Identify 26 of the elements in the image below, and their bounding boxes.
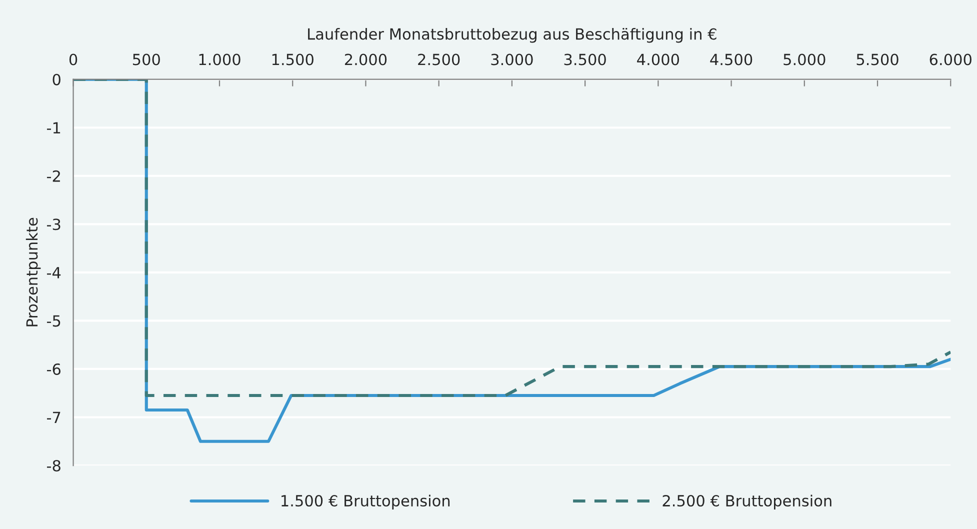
x-tick-label: 3.500 — [564, 54, 606, 66]
y-tick-label: -6 — [46, 363, 61, 375]
x-tick-label: 2.000 — [344, 54, 387, 66]
x-tick-label: 4.000 — [637, 54, 680, 66]
x-axis-title: Laufender Monatsbruttobezug aus Beschäftigung in € — [308, 28, 716, 43]
y-tick-label: -5 — [46, 315, 60, 327]
x-tick-label: 2.500 — [418, 54, 460, 66]
x-tick-label: 1.000 — [199, 54, 240, 66]
x-tick-label: 1.500 — [272, 54, 314, 66]
y-tick-label: 0 — [52, 74, 60, 86]
x-tick-label: 0 — [69, 54, 78, 66]
x-tick-label: 500 — [132, 54, 160, 66]
legend-label: 1.500 € Bruttopension — [282, 494, 450, 510]
y-tick-label: -8 — [46, 460, 60, 472]
x-tick-label: 5.500 — [856, 54, 898, 66]
y-tick-label: -3 — [46, 218, 60, 230]
x-tick-label: 5.000 — [784, 54, 826, 66]
y-axis-title: Prozentpunkte — [26, 218, 41, 326]
y-tick-label: -2 — [46, 170, 60, 182]
x-tick-label: 4.500 — [710, 54, 752, 66]
y-tick-label: -7 — [46, 412, 60, 424]
y-tick-label: -4 — [46, 267, 61, 278]
x-tick-label: 3.000 — [491, 54, 533, 66]
legend-label: 2.500 € Bruttopension — [662, 494, 832, 510]
y-tick-label: -1 — [46, 122, 60, 134]
x-tick-label: 6.000 — [930, 54, 972, 66]
